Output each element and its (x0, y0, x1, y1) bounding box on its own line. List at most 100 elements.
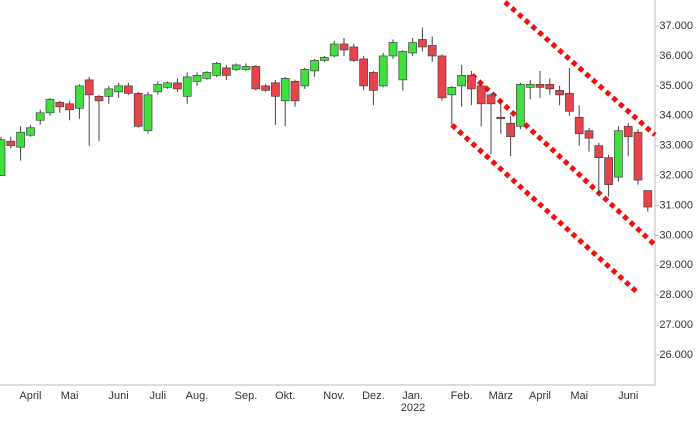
candle-body (94, 95, 104, 102)
y-tick-label: 28.000 (659, 289, 693, 301)
y-tick-label: 36.000 (659, 50, 693, 62)
candle-body (614, 130, 623, 178)
x-tick-label: Mai (570, 390, 588, 402)
candle-body (604, 157, 613, 185)
x-tick-label: März (489, 390, 513, 402)
y-tick-label: 31.000 (659, 199, 693, 211)
candle-body (212, 63, 221, 76)
x-tick-label: Okt. (275, 390, 295, 402)
candle-body (0, 139, 6, 176)
candle-body (35, 112, 45, 121)
y-tick-label: 33.000 (659, 140, 693, 152)
candle-body (447, 87, 457, 96)
candle-body (427, 45, 437, 57)
candle-body (300, 69, 310, 87)
trend-line (470, 73, 657, 247)
x-tick-label: Juni (109, 390, 129, 402)
trend-lines (450, 0, 657, 295)
candle-body (496, 116, 506, 120)
x-tick-label: Mai (61, 390, 79, 402)
x-tick-label: April (529, 390, 551, 402)
candle-body (339, 43, 349, 51)
candle-body (271, 82, 280, 97)
candle-body (329, 43, 339, 57)
trend-line (503, 0, 657, 137)
candle-body (584, 130, 594, 139)
candle-body (388, 42, 398, 57)
candle-body (261, 85, 270, 91)
candle-body (222, 67, 231, 76)
x-tick-label: Aug. (186, 390, 209, 402)
candle-body (26, 127, 35, 136)
x-tick-label: Jan. (402, 390, 423, 402)
x-tick-label: Nov. (323, 390, 345, 402)
candle-body (535, 84, 545, 88)
candle-body (114, 85, 123, 93)
candle-body (143, 94, 153, 132)
candle-body (398, 51, 408, 81)
candle-body (418, 39, 427, 48)
candle-body (516, 84, 525, 127)
year-label: 2022 (401, 402, 425, 414)
candle-body (555, 89, 564, 96)
candle-body (84, 79, 94, 96)
candle-body (65, 103, 74, 111)
candle-body (369, 72, 378, 91)
candle-body (486, 94, 496, 105)
candle-body (133, 92, 143, 127)
candle-body (408, 42, 417, 54)
candle-body (565, 92, 574, 112)
candle-body (241, 66, 251, 70)
candle-body (359, 58, 368, 87)
candle-body (437, 55, 447, 99)
candle-body (623, 125, 633, 138)
candle-body (310, 60, 319, 72)
candle-body (163, 82, 172, 88)
y-tick-label: 29.000 (659, 259, 693, 271)
y-tick-label: 34.000 (659, 110, 693, 122)
y-tick-label: 35.000 (659, 80, 693, 92)
candle-body (75, 85, 84, 109)
candle-body (202, 72, 212, 79)
candle-body (320, 57, 329, 61)
x-tick-label: Feb. (451, 390, 473, 402)
y-tick-label: 30.000 (659, 229, 693, 241)
candle-body (290, 81, 300, 102)
candle-body (45, 98, 55, 114)
y-tick-label: 27.000 (659, 319, 693, 331)
candle-body (6, 140, 16, 147)
x-tick-label: Juni (618, 390, 638, 402)
candle-body (633, 131, 643, 181)
candle-body (457, 75, 466, 87)
x-tick-label: April (19, 390, 41, 402)
candle-body (476, 85, 486, 105)
trend-line (450, 123, 640, 295)
y-tick-label: 26.000 (659, 349, 693, 361)
candle-body (55, 101, 65, 108)
candle-body (545, 84, 555, 90)
candle-body (153, 84, 163, 93)
candle-body (594, 145, 604, 158)
candle-body (173, 82, 182, 90)
candle-body (124, 85, 133, 94)
candle-body (643, 190, 653, 208)
x-tick-label: Sep. (235, 390, 258, 402)
candle-body (378, 55, 388, 87)
x-tick-label: Juli (150, 390, 167, 402)
x-tick-label: Dez. (362, 390, 385, 402)
candle-body (192, 75, 202, 82)
candle-body (574, 116, 584, 135)
candle-body (467, 75, 476, 90)
candle-body (349, 46, 359, 61)
candle-body (182, 76, 192, 97)
candle-body (231, 64, 241, 70)
candle-body (506, 122, 515, 138)
y-tick-label: 37.000 (659, 20, 693, 32)
y-tick-label: 32.000 (659, 170, 693, 182)
candle-body (251, 66, 261, 90)
candle-body (104, 88, 114, 97)
candle-body (280, 78, 290, 102)
candle-body (525, 84, 535, 88)
candle-body (16, 131, 25, 148)
